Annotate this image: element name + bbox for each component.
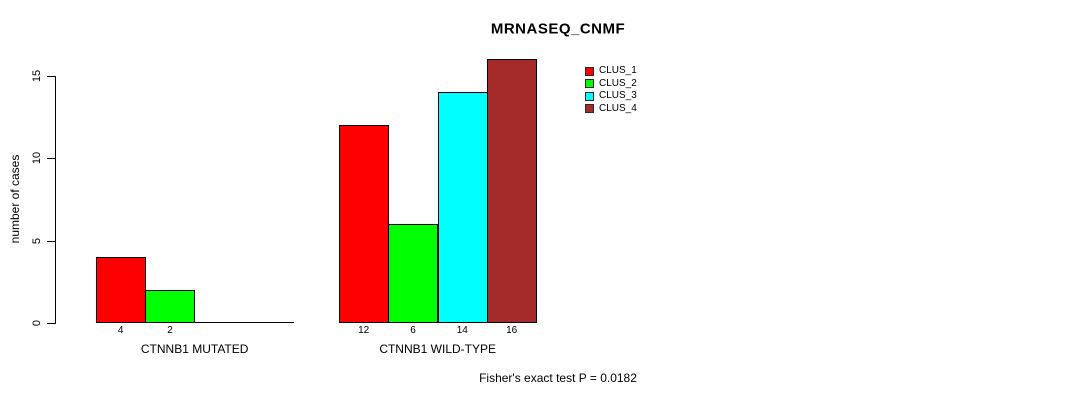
bar-CLUS_1-CTNNB1-WILD-TYPE [339,125,389,323]
bar-value-label: 4 [117,325,124,336]
legend-item-CLUS_4: CLUS_4 [585,103,637,116]
bar-value-label: 12 [358,325,370,336]
bar-value-label: 6 [410,325,416,336]
y-tick-label: 0 [31,319,43,327]
bar-CLUS_3-CTNNB1-MUTATED [195,322,245,323]
x-group-label: CTNNB1 MUTATED [140,342,249,356]
legend-swatch-CLUS_2 [585,79,594,89]
bar-value-label: 16 [506,325,518,336]
legend-item-CLUS_2: CLUS_2 [585,78,637,91]
legend-label: CLUS_1 [599,65,637,77]
y-tick [47,241,55,242]
legend-item-CLUS_1: CLUS_1 [585,65,637,78]
bar-value-label: 14 [456,325,468,336]
bar-CLUS_4-CTNNB1-WILD-TYPE [487,59,537,323]
y-tick-label: 5 [31,237,43,244]
y-tick-label: 10 [31,151,43,165]
bar-CLUS_2-CTNNB1-WILD-TYPE [388,224,438,323]
legend-label: CLUS_3 [599,90,637,102]
legend-swatch-CLUS_1 [585,66,594,76]
bar-CLUS_1-CTNNB1-MUTATED [96,257,146,323]
legend-item-CLUS_3: CLUS_3 [585,90,637,103]
bar-CLUS_4-CTNNB1-MUTATED [244,322,294,323]
legend: CLUS_1 CLUS_2 CLUS_3 CLUS_4 [585,65,637,115]
y-tick [47,158,55,159]
x-group-label: CTNNB1 WILD-TYPE [379,342,496,356]
legend-label: CLUS_2 [599,77,637,89]
chart-title: MRNASEQ_CNMF [490,20,626,38]
y-tick-label: 15 [31,69,43,82]
bar-CLUS_2-CTNNB1-MUTATED [145,290,195,323]
legend-swatch-CLUS_4 [585,104,594,114]
annotation-fisher-test: Fisher's exact test P = 0.0182 [479,371,637,385]
bar-CLUS_3-CTNNB1-WILD-TYPE [438,92,488,323]
legend-swatch-CLUS_3 [585,91,594,101]
y-axis-line [55,75,56,324]
y-tick [47,323,55,324]
y-tick [47,76,55,77]
legend-label: CLUS_4 [599,102,637,114]
y-axis-label: number of cases [8,154,22,244]
bar-value-label: 2 [167,325,173,336]
